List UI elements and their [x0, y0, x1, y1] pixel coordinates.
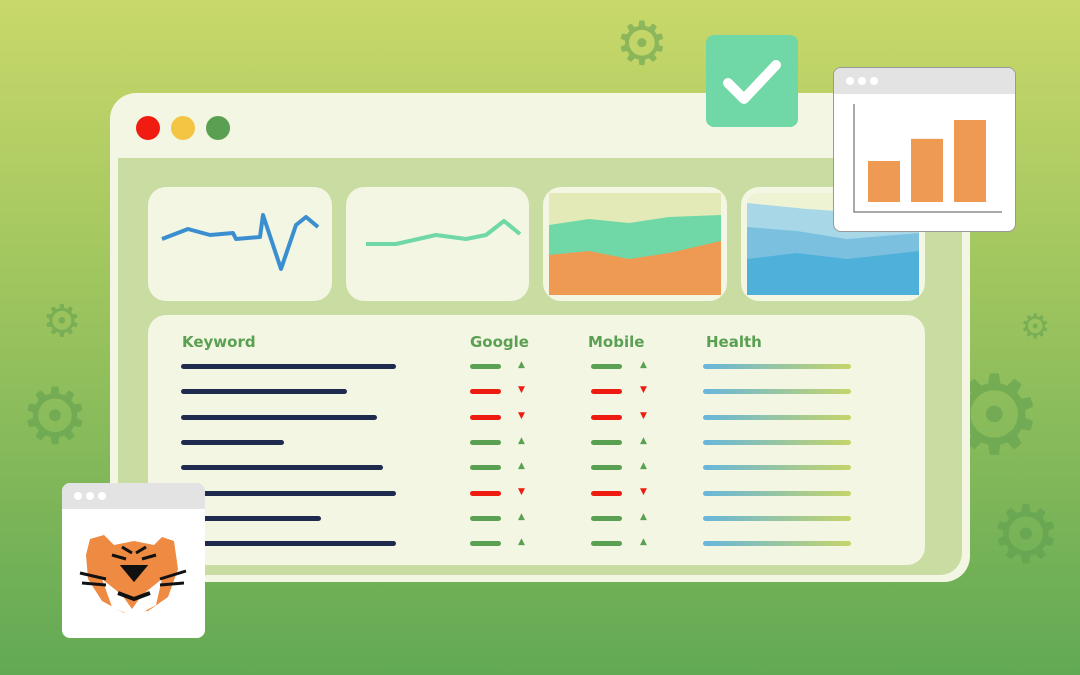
gear-icon: ⚙ [42, 296, 82, 347]
health-bar [703, 439, 851, 445]
arrow-up-icon: ▲ [518, 360, 525, 370]
chart-bar [868, 161, 900, 202]
gear-icon: ⚙ [990, 488, 1062, 581]
google-status-bar [470, 364, 501, 369]
health-bar [703, 515, 851, 521]
mobile-status-bar [591, 414, 622, 420]
mobile-status-bar [591, 465, 622, 471]
keyword-bar [181, 364, 396, 369]
arrow-up-icon: ▲ [518, 537, 525, 548]
arrow-down-icon: ▼ [518, 385, 525, 396]
bar-chart-popup [833, 67, 1016, 232]
arrow-down-icon: ▼ [518, 486, 525, 497]
google-status-bar [470, 465, 501, 471]
arrow-up-icon: ▲ [518, 461, 525, 472]
health-bar [703, 541, 851, 547]
keyword-bar [181, 439, 285, 445]
chart-bar [911, 138, 943, 202]
area-series [549, 241, 721, 295]
mobile-status-bar [591, 389, 622, 395]
health-bar [703, 490, 851, 496]
google-status-bar [470, 515, 501, 521]
gear-icon: ⚙ [1020, 307, 1051, 347]
gear-icon: ⚙ [20, 372, 90, 462]
checkmark-badge [706, 35, 798, 127]
minimize-button[interactable] [171, 116, 195, 140]
health-bar [703, 465, 851, 471]
header-mobile: Mobile [588, 333, 645, 351]
line-series [161, 213, 320, 271]
arrow-down-icon: ▼ [640, 486, 647, 497]
mobile-status-bar [591, 364, 622, 369]
google-status-bar [470, 490, 501, 496]
line-series [366, 219, 522, 246]
arrow-down-icon: ▼ [640, 385, 647, 396]
keyword-bar [181, 490, 396, 496]
arrow-up-icon: ▲ [640, 461, 647, 472]
google-status-bar [470, 541, 501, 547]
mobile-status-bar [591, 541, 622, 547]
arrow-down-icon: ▼ [518, 410, 525, 421]
keyword-bar [181, 541, 396, 547]
google-status-bar [470, 389, 501, 395]
header-google: Google [470, 333, 529, 351]
popup-titlebar [834, 68, 1015, 94]
mobile-status-bar [591, 490, 622, 496]
mobile-status-bar [591, 515, 622, 521]
tiger-logo [79, 535, 187, 617]
area-chart-card [543, 187, 727, 301]
close-button[interactable] [136, 116, 160, 140]
keyword-bar [181, 465, 384, 471]
google-status-bar [470, 414, 501, 420]
health-bar [703, 364, 851, 369]
bar-chart [853, 104, 1002, 213]
checkmark-icon [723, 60, 781, 104]
keyword-bar [181, 515, 321, 521]
maximize-button[interactable] [206, 116, 230, 140]
popup-titlebar [62, 483, 205, 509]
arrow-up-icon: ▲ [518, 435, 525, 446]
arrow-up-icon: ▲ [518, 511, 525, 522]
line-chart-card [148, 187, 332, 301]
arrow-up-icon: ▲ [640, 435, 647, 446]
area-series [747, 251, 919, 295]
header-keyword: Keyword [182, 333, 256, 351]
line-chart-card [346, 187, 529, 301]
health-bar [703, 389, 851, 395]
logo-popup [62, 483, 205, 638]
google-status-bar [470, 439, 501, 445]
arrow-down-icon: ▼ [640, 410, 647, 421]
arrow-up-icon: ▲ [640, 360, 647, 370]
header-health: Health [706, 333, 762, 351]
gear-icon: ⚙ [615, 9, 669, 79]
arrow-up-icon: ▲ [640, 537, 647, 548]
health-bar [703, 414, 851, 420]
mobile-status-bar [591, 439, 622, 445]
keyword-bar [181, 389, 347, 395]
arrow-up-icon: ▲ [640, 511, 647, 522]
chart-bar [954, 120, 986, 202]
keyword-bar [181, 414, 377, 420]
keyword-table: Keyword Google Mobile Health ▲ ▲ ▼ ▼ ▼ ▼ ▲ ▲ ▲ ▲ ▼… [148, 315, 925, 565]
